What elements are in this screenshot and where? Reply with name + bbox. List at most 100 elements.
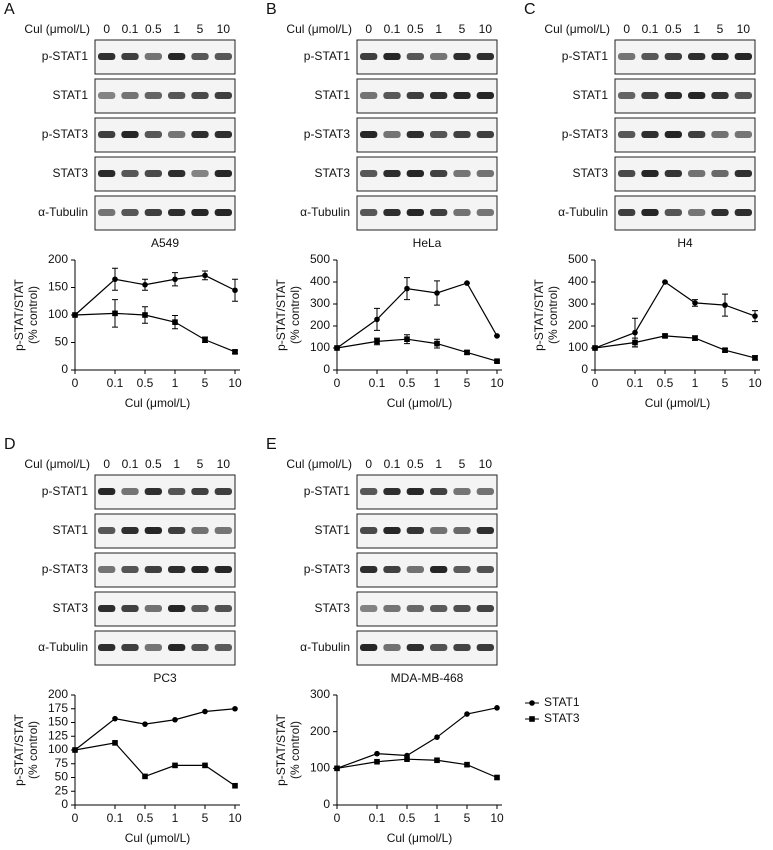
blot-row-label: α-Tubulin <box>38 205 88 219</box>
point <box>142 312 148 318</box>
blot-band <box>360 131 377 138</box>
series-line <box>337 759 497 777</box>
blot-panel <box>357 553 497 587</box>
blot-band <box>98 488 115 495</box>
legend-marker <box>529 700 535 706</box>
x-tick-label: 0.1 <box>627 376 644 390</box>
blot-band <box>407 605 424 612</box>
y-tick-label: 200 <box>310 318 330 332</box>
blot-band <box>641 170 658 177</box>
dose-label: 0.1 <box>384 22 401 36</box>
blot-band <box>98 53 115 60</box>
x-axis-label: Cul (μmol/L) <box>125 396 191 410</box>
blot-band <box>191 92 208 99</box>
blot-band <box>360 566 377 573</box>
blot-band <box>735 209 752 216</box>
panel-letter: A <box>4 1 15 18</box>
point <box>112 311 118 317</box>
blot-band <box>430 605 447 612</box>
blot-band <box>430 170 447 177</box>
y-tick-label: 75 <box>55 756 69 770</box>
point <box>404 336 410 342</box>
x-tick-label: 5 <box>202 376 209 390</box>
blot-band <box>407 170 424 177</box>
blot-band <box>145 53 162 60</box>
blot-band <box>453 53 470 60</box>
blot-band <box>215 566 232 573</box>
blot-panel <box>357 157 497 191</box>
blot-band <box>168 209 185 216</box>
blot-row-label: STAT1 <box>52 88 88 102</box>
blot-band <box>121 170 138 177</box>
blot-band <box>383 488 400 495</box>
point <box>662 333 668 339</box>
blot-row-label: STAT1 <box>572 88 608 102</box>
blot-band <box>453 170 470 177</box>
blot-panel <box>357 79 497 113</box>
treatment-label: Cul (μmol/L) <box>286 457 352 471</box>
x-tick-label: 0.5 <box>137 811 154 825</box>
dose-label: 5 <box>459 457 466 471</box>
blot-row-label: STAT3 <box>572 166 608 180</box>
legend-label: STAT1 <box>544 695 580 709</box>
y-axis-label: p-STAT/STAT <box>12 278 26 350</box>
blot-band <box>121 209 138 216</box>
point <box>142 721 148 727</box>
x-tick-label: 5 <box>464 376 471 390</box>
point <box>632 340 638 346</box>
blot-band <box>168 170 185 177</box>
treatment-label: Cul (μmol/L) <box>544 22 610 36</box>
dose-label: 0 <box>365 22 372 36</box>
x-axis-label: Cul (μmol/L) <box>387 831 453 845</box>
blot-band <box>477 53 494 60</box>
y-axis-label: p-STAT/STAT <box>274 713 288 785</box>
point <box>142 774 148 780</box>
x-tick-label: 0.1 <box>107 376 124 390</box>
x-tick-label: 10 <box>490 811 504 825</box>
point <box>692 335 698 341</box>
blot-row-label: p-STAT3 <box>304 127 351 141</box>
point <box>172 276 178 282</box>
dose-label: 0.5 <box>665 22 682 36</box>
y-tick-label: 150 <box>48 280 68 294</box>
blot-band <box>360 209 377 216</box>
blot-band <box>430 566 447 573</box>
blot-band <box>191 131 208 138</box>
blot-band <box>145 92 162 99</box>
blot-band <box>477 566 494 573</box>
blot-band <box>453 209 470 216</box>
blot-band <box>360 644 377 651</box>
blot-band <box>407 131 424 138</box>
point <box>494 775 500 781</box>
blot-band <box>477 644 494 651</box>
blot-panel <box>615 79 755 113</box>
blot-band <box>360 605 377 612</box>
dose-label: 10 <box>217 22 231 36</box>
point <box>112 716 118 722</box>
panel-letter: D <box>4 436 16 453</box>
dose-label: 10 <box>479 22 493 36</box>
dose-label: 0.1 <box>122 22 139 36</box>
blot-panel <box>357 40 497 74</box>
treatment-label: Cul (μmol/L) <box>24 22 90 36</box>
point <box>692 300 698 306</box>
blot-row-label: p-STAT1 <box>304 49 351 63</box>
blot-band <box>360 527 377 534</box>
point <box>722 302 728 308</box>
x-tick-label: 0.5 <box>137 376 154 390</box>
x-tick-label: 0 <box>72 376 79 390</box>
dose-label: 1 <box>173 457 180 471</box>
dose-label: 0 <box>623 22 630 36</box>
blot-band <box>688 209 705 216</box>
point <box>434 757 440 763</box>
dose-label: 0.5 <box>407 22 424 36</box>
blot-panel <box>615 157 755 191</box>
blot-band <box>145 527 162 534</box>
blot-band <box>641 53 658 60</box>
blot-band <box>168 53 185 60</box>
blot-band <box>665 53 682 60</box>
blot-band <box>191 644 208 651</box>
blot-band <box>215 53 232 60</box>
point <box>334 766 340 772</box>
x-tick-label: 0.1 <box>369 376 386 390</box>
